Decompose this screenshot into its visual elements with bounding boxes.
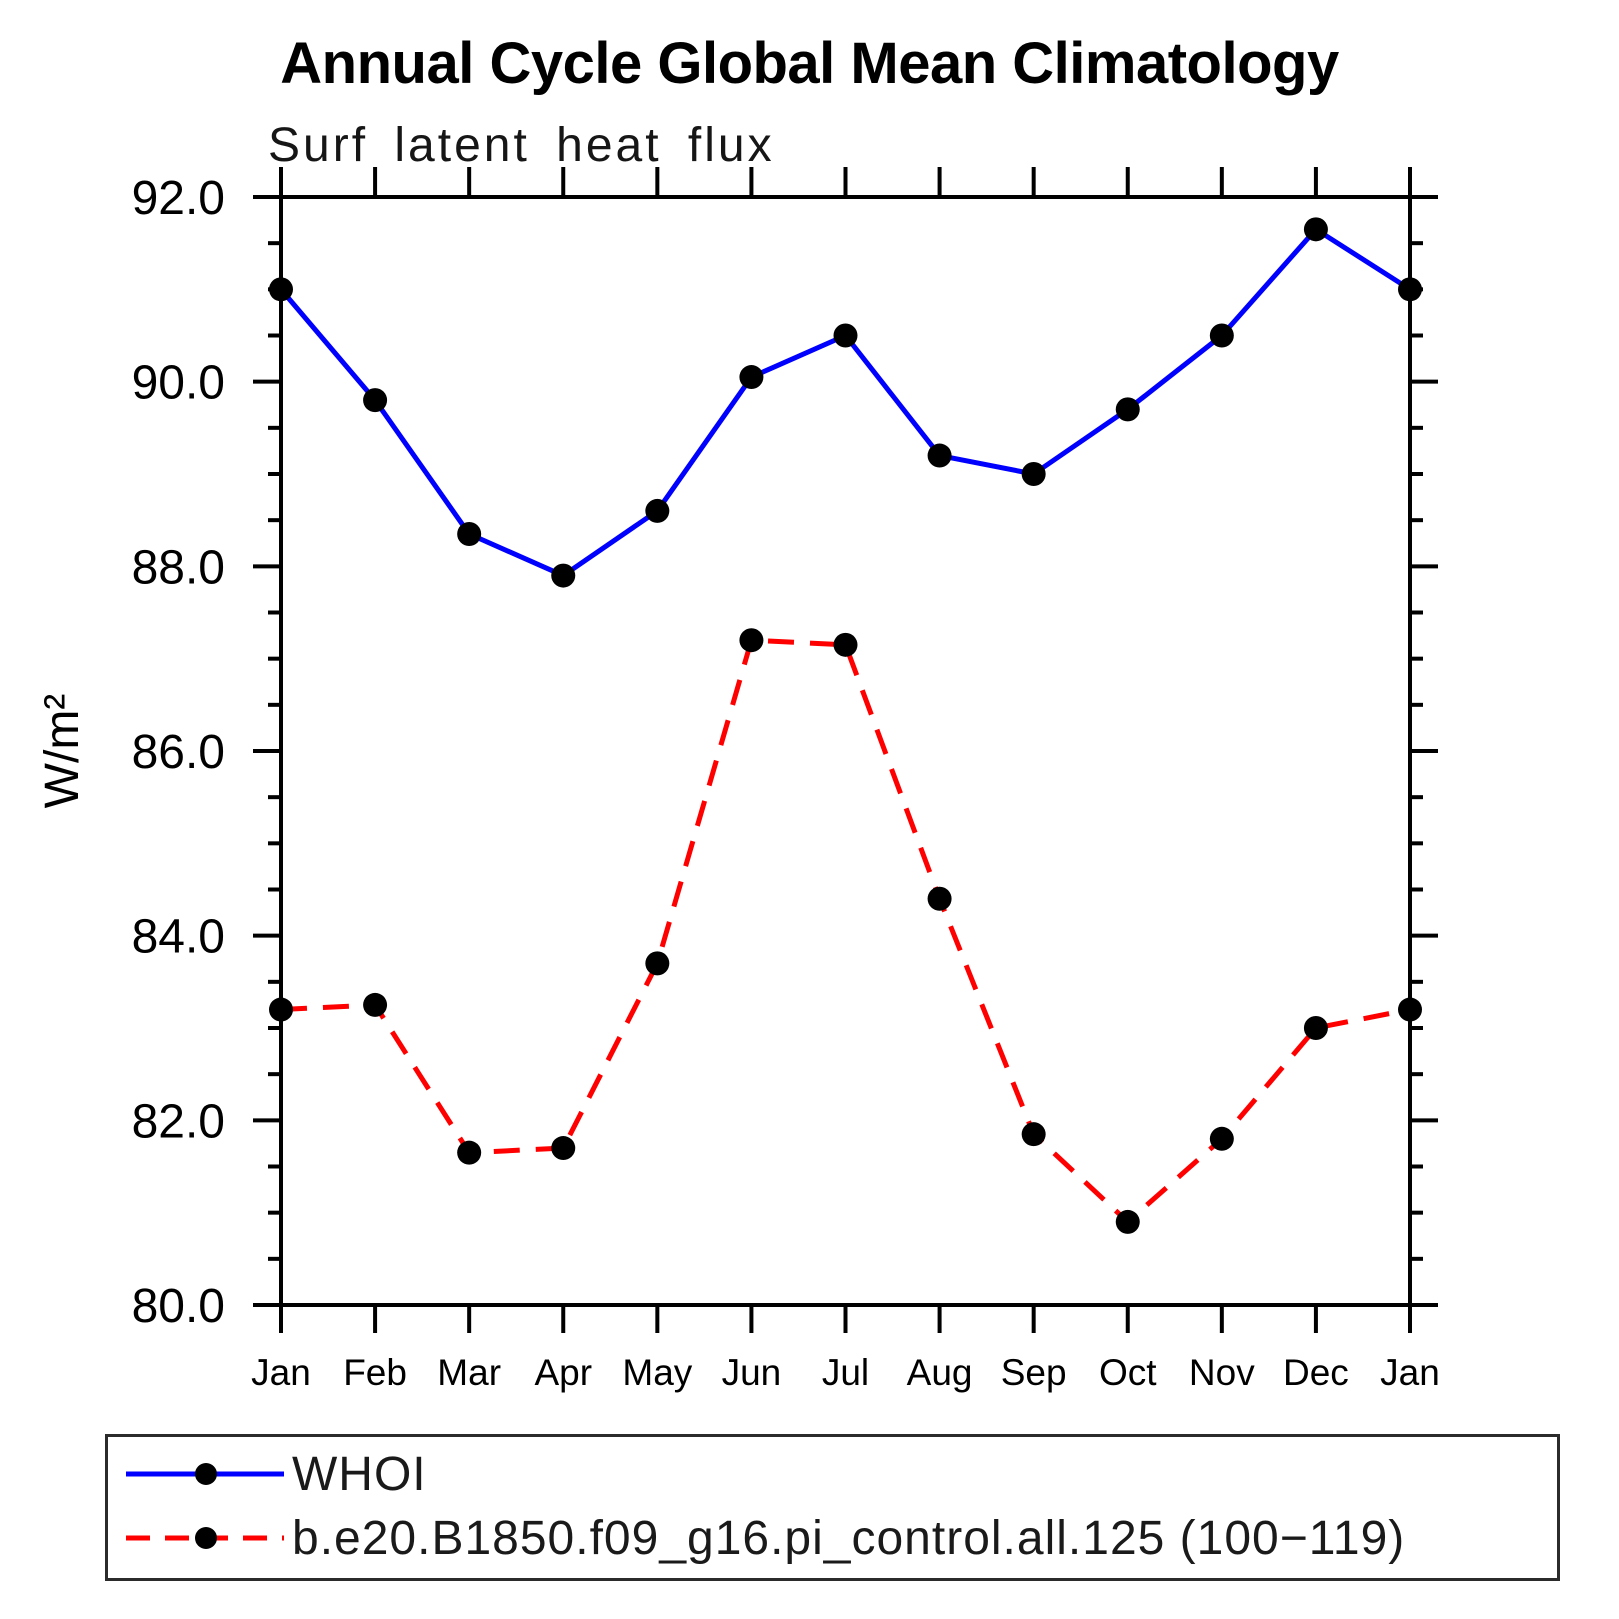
plot-frame: [279, 195, 1412, 1307]
legend-marker-dot: [195, 1527, 217, 1549]
x-tick-label: Sep: [1001, 1352, 1067, 1393]
chart-title: Annual Cycle Global Mean Climatology: [280, 31, 1339, 96]
y-tick-label: 90.0: [132, 357, 225, 410]
legend-label-model: b.e20.B1850.f09_g16.pi_control.all.125 (…: [292, 1511, 1406, 1565]
legend-sample-dashed-line: [126, 1527, 284, 1549]
data-point: [551, 1136, 576, 1161]
y-axis-title: W/m²: [36, 694, 89, 809]
data-point: [645, 498, 670, 523]
data-point: [363, 388, 388, 413]
x-tick-label: Jun: [722, 1352, 782, 1393]
x-tick-label: Jan: [251, 1352, 311, 1393]
data-point: [457, 1140, 482, 1165]
data-point: [1209, 323, 1234, 348]
data-point: [833, 323, 858, 348]
legend-label-whoi: WHOI: [292, 1447, 427, 1501]
data-point: [1398, 997, 1422, 1022]
legend-marker-dot: [195, 1463, 217, 1485]
data-point: [363, 992, 388, 1017]
series-line-dashed: [280, 637, 1411, 1225]
chart-subtitle: Surf latent heat flux: [268, 119, 775, 172]
x-tick-label: Apr: [534, 1352, 592, 1393]
x-tick-label: Jan: [1380, 1352, 1440, 1393]
data-point: [1115, 1209, 1140, 1234]
data-point: [551, 563, 576, 588]
data-point: [1303, 1016, 1328, 1040]
legend-box: WHOI b.e20.B1850.f09_g16.pi_control.all.…: [105, 1434, 1560, 1581]
data-point: [1303, 217, 1328, 242]
x-tick-label: Dec: [1283, 1352, 1349, 1393]
data-point: [739, 365, 764, 390]
y-tick-label: 80.0: [132, 1280, 225, 1333]
data-point: [645, 951, 670, 976]
series-line-solid: [279, 226, 1412, 579]
data-point: [1021, 462, 1046, 486]
x-tick-label: May: [622, 1352, 692, 1393]
x-tick-label: Feb: [343, 1352, 407, 1393]
data-point: [1209, 1126, 1234, 1151]
data-point: [1115, 397, 1140, 422]
legend-entry-whoi: WHOI: [118, 1445, 427, 1503]
y-tick-label: 84.0: [132, 911, 225, 964]
data-point: [1398, 277, 1422, 302]
y-tick-label: 86.0: [132, 726, 225, 779]
y-tick-label: 92.0: [132, 172, 225, 225]
y-tick-label: 88.0: [132, 541, 225, 594]
data-point: [1021, 1122, 1046, 1147]
x-tick-label: Mar: [437, 1352, 501, 1393]
data-point: [457, 522, 482, 547]
data-point: [269, 997, 293, 1022]
legend-sample-solid-line: [126, 1463, 284, 1485]
legend-entry-model: b.e20.B1850.f09_g16.pi_control.all.125 (…: [118, 1509, 1405, 1567]
x-tick-label: Nov: [1189, 1352, 1255, 1393]
data-point: [739, 628, 764, 653]
y-tick-label: 82.0: [132, 1095, 225, 1148]
x-tick-label: Aug: [907, 1352, 973, 1393]
data-point: [833, 632, 858, 657]
x-tick-label: Oct: [1099, 1352, 1157, 1393]
data-point: [927, 886, 952, 911]
x-tick-label: Jul: [822, 1352, 869, 1393]
data-point: [927, 443, 952, 468]
data-point: [269, 277, 293, 302]
